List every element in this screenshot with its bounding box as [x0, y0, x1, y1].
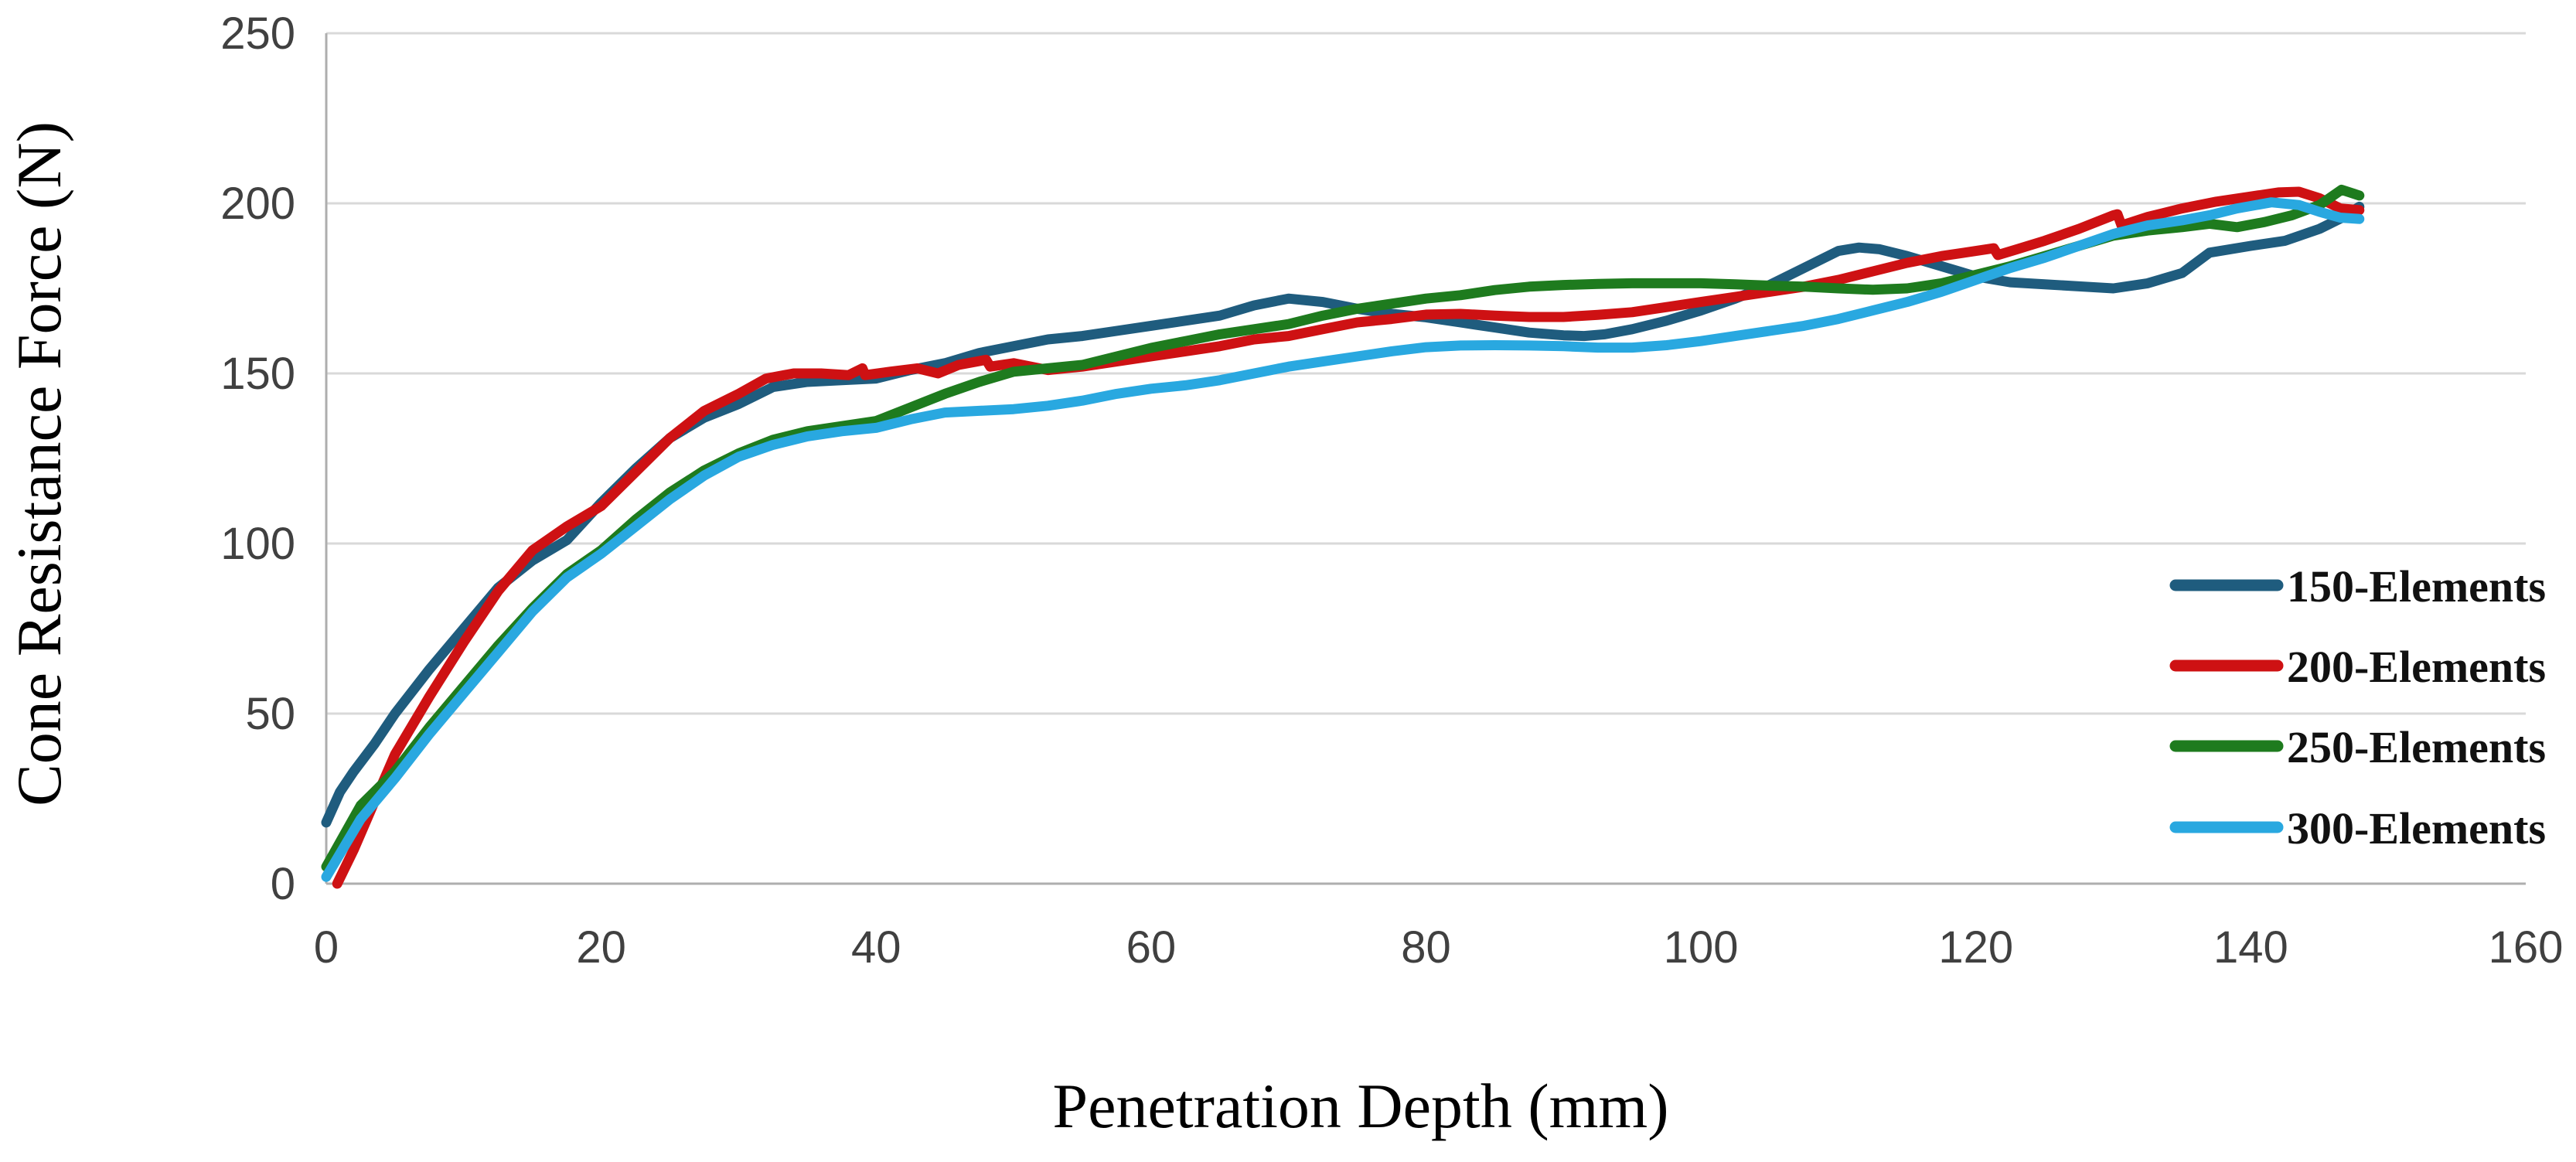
- legend-label-300-elements: 300-Elements: [2287, 803, 2546, 854]
- y-tick-150: 150: [220, 349, 295, 399]
- x-tick-80: 80: [1401, 922, 1451, 973]
- series-line-300-elements: [321, 197, 2365, 882]
- x-tick-120: 120: [1938, 922, 2013, 973]
- x-tick-60: 60: [1126, 922, 1177, 973]
- y-axis-title: Cone Resistance Force (N): [4, 121, 74, 806]
- x-tick-40: 40: [851, 922, 901, 973]
- x-tick-160: 160: [2489, 922, 2564, 973]
- legend-item-300-elements: 300-Elements: [2169, 803, 2546, 854]
- x-tick-20: 20: [576, 922, 626, 973]
- x-axis-title: Penetration Depth (mm): [1052, 1071, 1668, 1141]
- legend-label-150-elements: 150-Elements: [2287, 561, 2546, 612]
- y-tick-0: 0: [271, 859, 295, 909]
- legend-item-150-elements: 150-Elements: [2169, 561, 2546, 612]
- series-line-150-elements: [321, 201, 2365, 828]
- y-tick-100: 100: [220, 519, 295, 569]
- y-tick-labels: 0 50 100 150 200 250: [220, 9, 295, 909]
- series-group: [321, 184, 2365, 889]
- series-line-200-elements: [332, 186, 2365, 889]
- legend-item-250-elements: 250-Elements: [2169, 722, 2546, 772]
- y-tick-200: 200: [220, 179, 295, 229]
- y-tick-50: 50: [245, 689, 295, 739]
- legend-item-200-elements: 200-Elements: [2169, 642, 2546, 692]
- y-tick-250: 250: [220, 9, 295, 59]
- x-tick-100: 100: [1664, 922, 1739, 973]
- legend: 150-Elements 200-Elements 250-Elements 300-…: [2169, 561, 2546, 854]
- x-tick-labels: 0 20 40 60 80 100 120 140 160: [314, 922, 2564, 973]
- x-tick-140: 140: [2213, 922, 2288, 973]
- x-tick-0: 0: [314, 922, 339, 973]
- legend-label-250-elements: 250-Elements: [2287, 722, 2546, 772]
- legend-label-200-elements: 200-Elements: [2287, 642, 2546, 692]
- gridlines-group: [326, 32, 2526, 885]
